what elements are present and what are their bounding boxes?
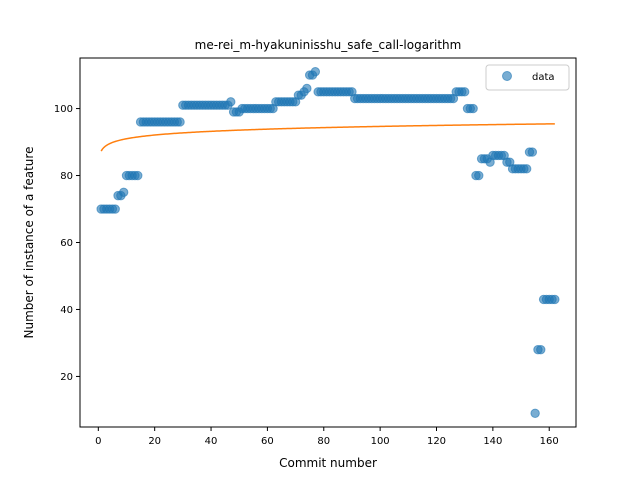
y-axis: 20 40 60 80 100 [54,104,80,383]
fit-line [100,123,555,152]
data-point [118,187,129,197]
x-tick-label: 80 [317,436,330,447]
y-tick-label: 20 [60,372,73,383]
legend: data [485,64,570,91]
x-tick-label: 100 [371,436,390,447]
data-point [468,103,478,114]
y-tick-label: 60 [60,238,73,249]
x-tick-label: 120 [427,436,446,447]
x-axis-label: Commit number [279,456,377,470]
data-point [530,408,540,418]
legend-label-data: data [532,72,555,83]
data-point [459,87,470,97]
data-point [133,170,143,181]
data-point [521,164,532,174]
x-axis: 0 20 40 60 80 100 120 140 160 [95,427,559,447]
data-point [110,204,120,214]
x-tick-label: 140 [483,436,502,447]
data-point [175,117,185,127]
data-point [527,147,538,157]
x-tick-label: 160 [540,436,559,447]
data-point [536,344,546,355]
data-point [474,170,484,181]
data-point [550,294,560,305]
x-tick-label: 40 [205,436,218,447]
y-tick-label: 100 [54,104,73,115]
legend-marker [502,71,512,81]
data-point [302,83,312,94]
y-axis-label: Number of instance of a feature [22,147,36,339]
x-tick-label: 20 [148,436,161,447]
y-tick-label: 80 [60,171,73,182]
y-tick-label: 40 [60,305,73,316]
chart-title: me-rei_m-hyakuninisshu_safe_call-logarit… [195,38,462,52]
fit-line-layer [100,123,555,152]
data-point [226,97,236,107]
data-points-layer [96,67,560,418]
x-tick-label: 60 [261,436,274,447]
legend-box [485,64,570,91]
x-tick-label: 0 [95,436,101,447]
data-point [310,67,321,77]
